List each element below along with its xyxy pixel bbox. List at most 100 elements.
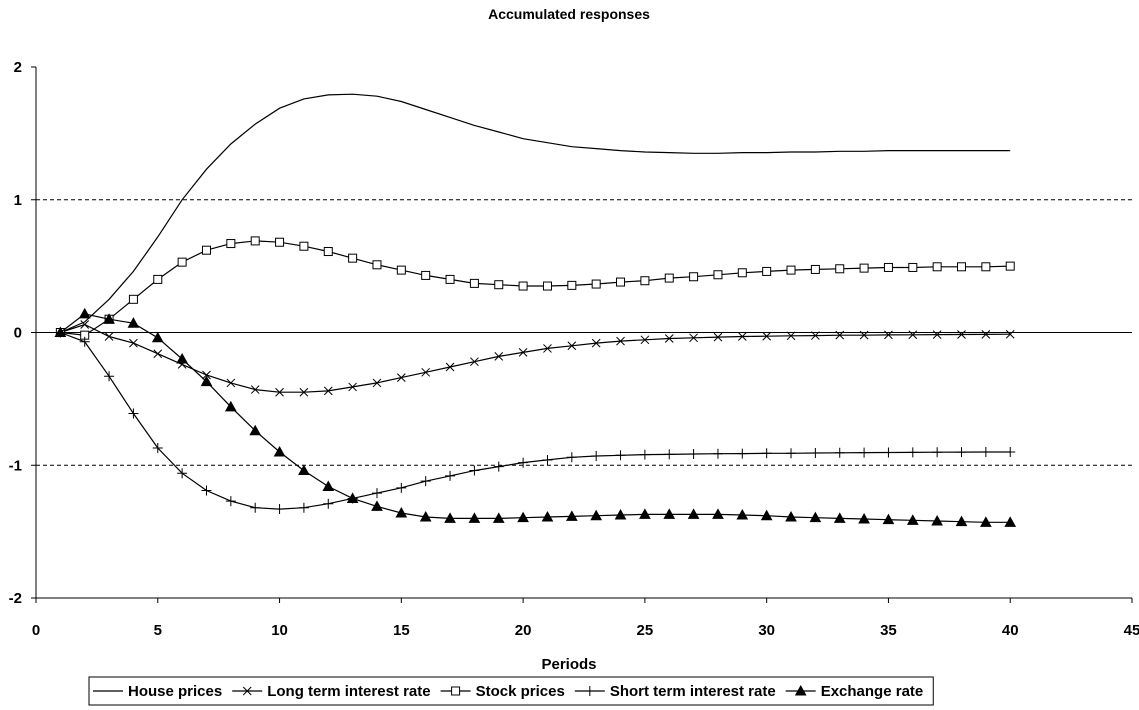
series-stock-prices-point-29 <box>737 268 747 278</box>
series-stock-prices-point-39 <box>981 262 991 272</box>
series-exchange-rate-point-33 <box>833 512 846 523</box>
series-stock-prices-point-11 <box>299 241 309 251</box>
series-short-term-interest-rate-point-25 <box>639 449 650 460</box>
chart-title: Accumulated responses <box>488 6 650 22</box>
series-long-term-interest-rate-point-22 <box>567 341 577 351</box>
series-long-term-interest-rate-point-23 <box>591 338 601 348</box>
series-short-term-interest-rate-point-19 <box>493 461 504 472</box>
series-short-term-interest-rate-point-39 <box>980 446 991 457</box>
x-tick-label-4: 20 <box>515 622 532 639</box>
series-short-term-interest-rate-point-28 <box>712 448 723 459</box>
series-stock-prices-point-16 <box>421 270 431 280</box>
series-exchange-rate-point-13 <box>346 492 359 503</box>
series-line-exchange-rate <box>60 313 1011 523</box>
series-stock-prices-point-21 <box>542 281 552 291</box>
series-line-stock-prices <box>60 240 1011 336</box>
series-short-term-interest-rate-point-27 <box>688 448 699 459</box>
series-stock-prices-point-40 <box>1005 261 1015 271</box>
series-exchange-rate-point-37 <box>931 514 944 526</box>
series-stock-prices-point-33 <box>835 264 845 274</box>
series-short-term-interest-rate-point-15 <box>396 482 407 493</box>
series-exchange-rate-point-32 <box>809 511 822 523</box>
series-stock-prices-point-4 <box>128 294 138 304</box>
series-stock-prices-point-12 <box>323 247 333 257</box>
series-short-term-interest-rate-point-22 <box>566 452 577 463</box>
series-long-term-interest-rate-point-35 <box>884 330 893 340</box>
series-stock-prices-point-30 <box>762 266 772 276</box>
series-exchange-rate-point-6 <box>176 353 188 364</box>
series-short-term-interest-rate-point-17 <box>445 470 456 481</box>
series-exchange-rate-point-38 <box>955 515 968 527</box>
y-tick-label-1: 1 <box>14 192 22 209</box>
series-long-term-interest-rate-point-30 <box>762 331 772 341</box>
series-short-term-interest-rate-point-30 <box>761 448 772 459</box>
series-long-term-interest-rate-point-12 <box>323 386 333 396</box>
series-exchange-rate-point-5 <box>151 331 164 343</box>
series-stock-prices-point-20 <box>518 281 528 291</box>
series-short-term-interest-rate-point-33 <box>834 447 845 458</box>
series-short-term-interest-rate-point-16 <box>420 476 431 487</box>
x-tick-label-0: 0 <box>32 622 40 639</box>
series-exchange-rate-point-25 <box>639 508 651 519</box>
legend-label-short-term-interest-rate: Short term interest rate <box>610 683 776 700</box>
series-exchange-rate-point-34 <box>858 512 870 524</box>
series-exchange-rate-point-9 <box>249 424 262 436</box>
series-long-term-interest-rate-point-7 <box>202 370 211 380</box>
legend-label-exchange-rate: Exchange rate <box>821 683 924 700</box>
series-exchange-rate-point-28 <box>712 508 724 519</box>
series-long-term-interest-rate-point-25 <box>640 335 650 345</box>
series-long-term-interest-rate-point-2 <box>80 320 90 329</box>
series-stock-prices-point-17 <box>445 274 455 284</box>
legend-marker-short-term-interest-rate <box>584 686 595 696</box>
series-exchange-rate-point-23 <box>590 509 603 521</box>
series-stock-prices-point-25 <box>640 276 650 286</box>
series-short-term-interest-rate-point-14 <box>371 488 382 499</box>
series-stock-prices-point-10 <box>275 237 285 247</box>
series-long-term-interest-rate-point-19 <box>494 352 504 361</box>
series-long-term-interest-rate-point-11 <box>299 387 309 397</box>
series-short-term-interest-rate-point-23 <box>591 450 602 461</box>
series-stock-prices-point-27 <box>689 272 699 282</box>
x-tick-label-9: 45 <box>1124 622 1139 639</box>
series-long-term-interest-rate-point-36 <box>908 330 918 340</box>
series-exchange-rate-point-10 <box>273 445 286 457</box>
series-long-term-interest-rate-point-28 <box>713 332 723 342</box>
x-tick-label-7: 35 <box>880 622 897 639</box>
series-exchange-rate-point-27 <box>687 508 700 519</box>
series-long-term-interest-rate-point-14 <box>372 378 382 388</box>
series-exchange-rate-point-1 <box>54 326 67 337</box>
series-long-term-interest-rate-point-5 <box>153 349 163 359</box>
series-short-term-interest-rate-point-12 <box>323 498 334 509</box>
x-tick-label-8: 40 <box>1002 622 1019 639</box>
legend: House prices Long term interest rate Stock… <box>88 676 934 706</box>
series-short-term-interest-rate-point-36 <box>907 447 918 458</box>
series-long-term-interest-rate-point-4 <box>129 338 138 348</box>
series-stock-prices-point-37 <box>932 262 942 272</box>
series-exchange-rate-point-29 <box>736 509 749 520</box>
series-exchange-rate-point-31 <box>785 510 797 522</box>
series-long-term-interest-rate-point-40 <box>1005 329 1015 339</box>
series-long-term-interest-rate-point-16 <box>421 367 431 377</box>
series-short-term-interest-rate-point-38 <box>956 447 967 458</box>
series-stock-prices-point-26 <box>664 273 674 283</box>
series-long-term-interest-rate-point-33 <box>835 330 845 340</box>
series-stock-prices-point-36 <box>908 262 918 272</box>
series-exchange-rate-point-26 <box>663 508 676 519</box>
series-long-term-interest-rate-point-31 <box>786 331 796 341</box>
x-tick-label-5: 25 <box>637 622 654 639</box>
series-short-term-interest-rate-point-20 <box>518 457 529 468</box>
series-stock-prices-point-22 <box>567 280 577 290</box>
y-tick-label-3: -1 <box>9 457 22 474</box>
series-exchange-rate-point-12 <box>322 480 335 491</box>
series-short-term-interest-rate-point-5 <box>152 442 163 453</box>
series-short-term-interest-rate-point-32 <box>810 448 821 459</box>
series-short-term-interest-rate-point-10 <box>274 504 285 515</box>
series-long-term-interest-rate-point-13 <box>348 382 357 392</box>
series-exchange-rate-point-8 <box>224 400 237 412</box>
series-stock-prices-point-24 <box>616 277 626 287</box>
legend-marker-long-term-interest-rate <box>242 686 252 696</box>
series-stock-prices-point-9 <box>250 236 260 246</box>
series-exchange-rate-point-2 <box>78 307 91 319</box>
series-exchange-rate-point-30 <box>760 509 773 521</box>
